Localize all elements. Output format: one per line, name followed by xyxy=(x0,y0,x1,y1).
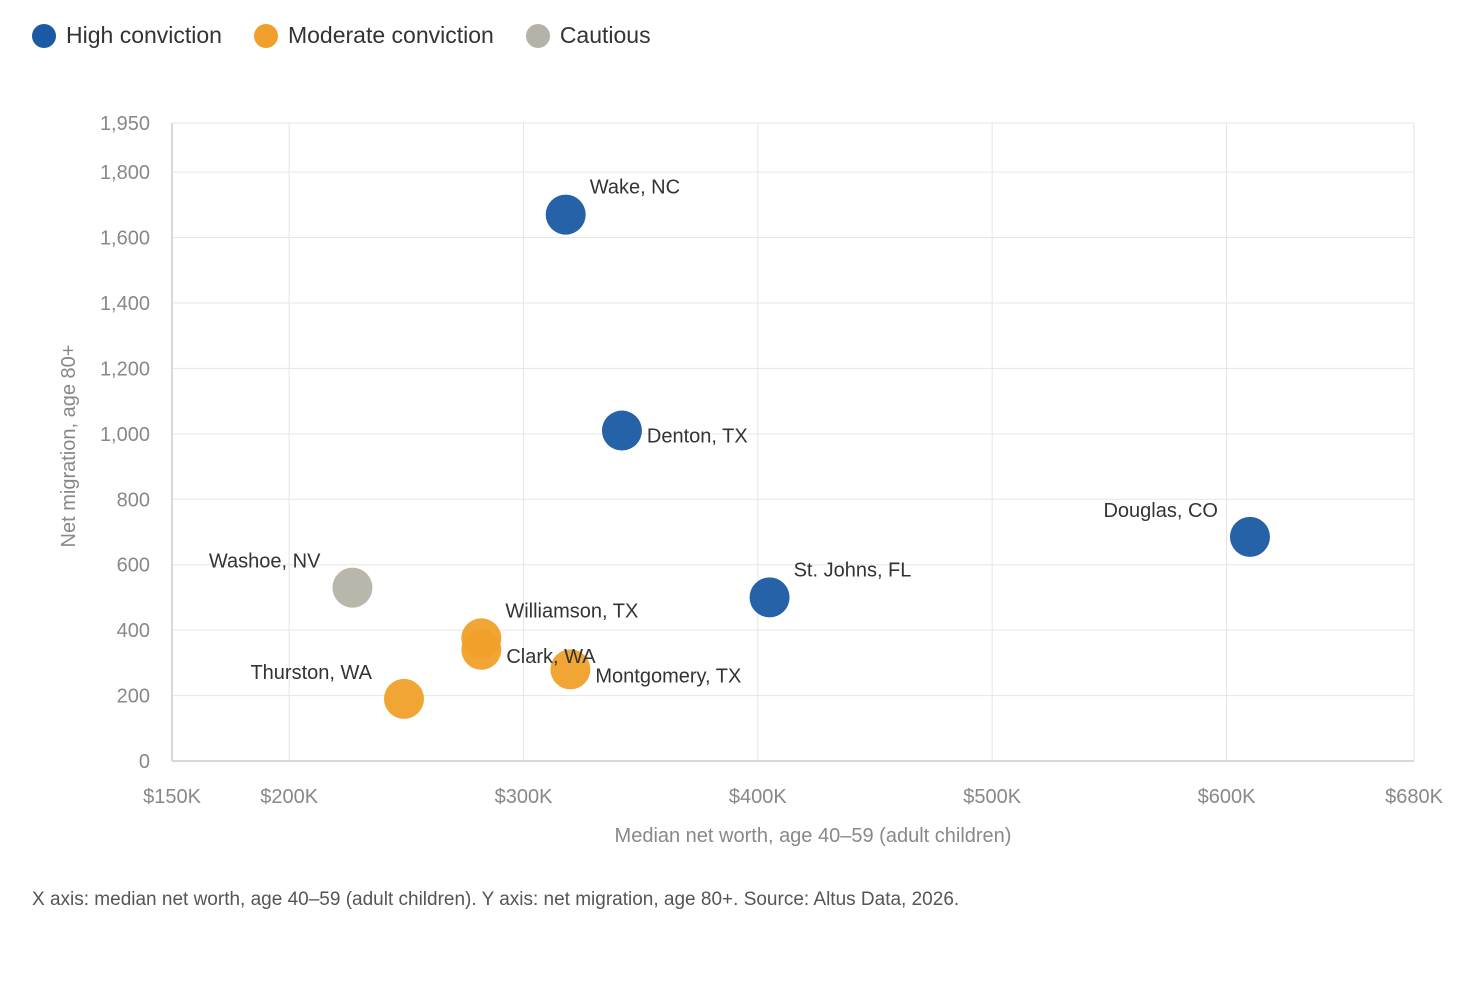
point-label-montgomery-tx: Montgomery, TX xyxy=(595,665,741,687)
y-tick-label-400: 400 xyxy=(117,620,150,642)
point-label-washoe-nv: Washoe, NV xyxy=(209,551,321,573)
x-tick-label-600k: $600K xyxy=(1198,786,1256,808)
x-tick-label-300k: $300K xyxy=(495,786,553,808)
y-tick-label-1-000: 1,000 xyxy=(100,424,150,446)
point-label-wake-nc: Wake, NC xyxy=(590,177,680,199)
grid xyxy=(171,122,1415,762)
point-washoe-nv[interactable] xyxy=(332,567,373,608)
point-denton-tx[interactable] xyxy=(601,410,642,451)
y-tick-label-1-600: 1,600 xyxy=(100,228,150,250)
point-label-williamson-tx: Williamson, TX xyxy=(505,600,638,622)
point-label-douglas-co: Douglas, CO xyxy=(1103,500,1218,522)
axes: $150K $200K $300K $400K $500K $600K $680K 0 200 4… xyxy=(100,113,1444,808)
y-tick-label-0: 0 xyxy=(139,751,150,773)
y-tick-label-800: 800 xyxy=(117,489,150,511)
y-tick-label-1-950: 1,950 xyxy=(100,113,150,135)
legend-label-high-conviction: High conviction xyxy=(66,22,222,48)
legend-item-moderate-conviction[interactable]: Moderate conviction xyxy=(253,22,494,49)
x-tick-label-150k: $150K xyxy=(143,786,201,808)
point-label-thurston-wa: Thurston, WA xyxy=(250,662,372,684)
point-montgomery-tx[interactable] xyxy=(550,649,591,690)
legend-item-high-conviction[interactable]: High conviction xyxy=(32,22,222,49)
legend-label-moderate-conviction: Moderate conviction xyxy=(287,22,494,48)
x-tick-label-400k: $400K xyxy=(729,786,787,808)
point-thurston-wa[interactable] xyxy=(383,678,424,719)
y-axis-title: Net migration, age 80+ xyxy=(58,345,80,548)
legend-swatch-high-conviction xyxy=(32,23,56,48)
x-tick-label-500k: $500K xyxy=(963,786,1021,808)
legend-item-cautious[interactable]: Cautious xyxy=(525,22,651,49)
y-tick-label-1-800: 1,800 xyxy=(100,162,150,184)
point-wake-nc[interactable] xyxy=(545,194,586,235)
y-tick-label-200: 200 xyxy=(117,686,150,708)
point-clark-wa[interactable] xyxy=(461,629,502,670)
data-points xyxy=(332,194,1270,719)
scatter-chart: $150K $200K $300K $400K $500K $600K $680K 0 200 4… xyxy=(58,113,1444,847)
point-st-johns-fl[interactable] xyxy=(749,577,790,618)
x-axis-title: Median net worth, age 40–59 (adult child… xyxy=(615,825,1012,847)
chart-caption: X axis: median net worth, age 40–59 (adu… xyxy=(32,889,960,910)
legend-swatch-cautious xyxy=(525,23,550,48)
point-douglas-co[interactable] xyxy=(1229,516,1270,557)
point-labels: Wake, NC Denton, TX St. Johns, FL Douglas, … xyxy=(209,177,1218,688)
y-tick-label-1-400: 1,400 xyxy=(100,293,150,315)
legend-swatch-moderate-conviction xyxy=(253,23,278,48)
point-label-st-johns-fl: St. Johns, FL xyxy=(794,559,912,581)
legend-label-cautious: Cautious xyxy=(559,22,651,48)
y-tick-label-1-200: 1,200 xyxy=(100,358,150,380)
point-label-denton-tx: Denton, TX xyxy=(647,426,748,448)
chart-legend: High conviction Moderate conviction Caut… xyxy=(32,22,651,49)
x-tick-label-680k: $680K xyxy=(1385,786,1443,808)
x-tick-label-200k: $200K xyxy=(260,786,318,808)
point-label-clark-wa: Clark, WA xyxy=(506,646,596,668)
y-tick-label-600: 600 xyxy=(117,555,150,577)
